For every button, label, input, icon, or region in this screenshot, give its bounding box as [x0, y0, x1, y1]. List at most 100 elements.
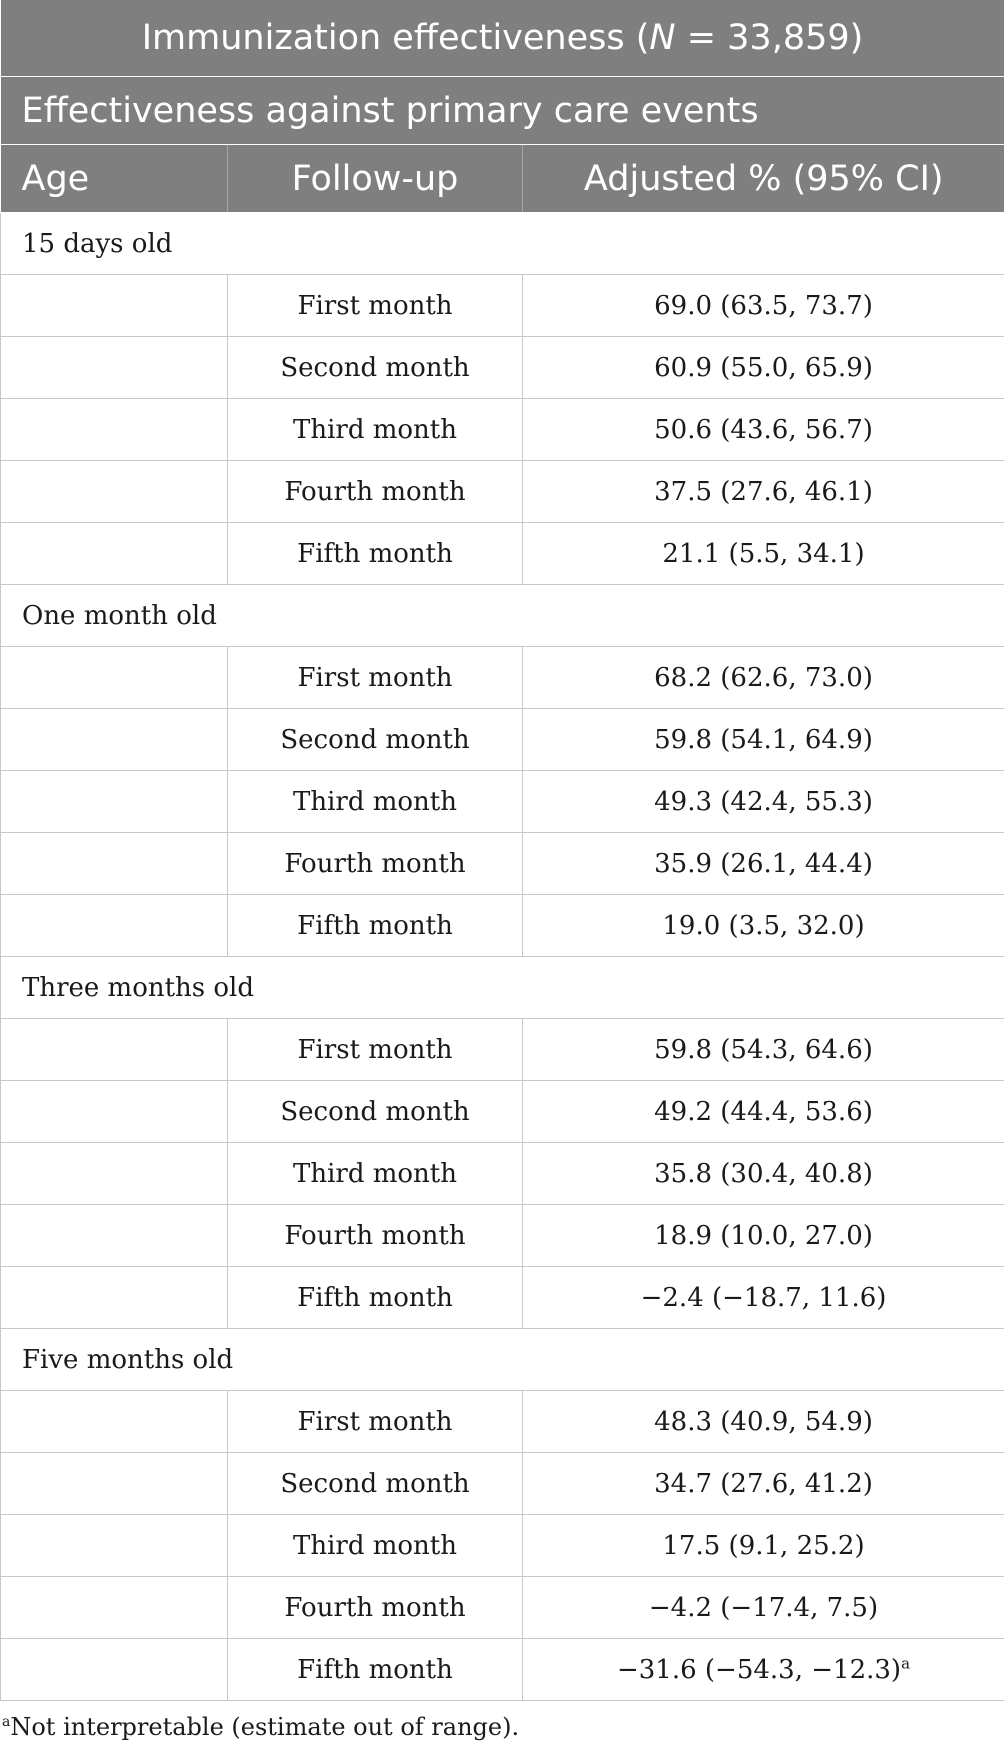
adjusted-value-cell: −2.4 (−18.7, 11.6) — [522, 1266, 1004, 1329]
table-row: Second month 60.9 (55.0, 65.9) — [0, 336, 1004, 399]
follow-up-cell: Third month — [227, 770, 523, 833]
follow-up-cell: First month — [227, 1390, 523, 1453]
adjusted-value-cell: 49.2 (44.4, 53.6) — [522, 1080, 1004, 1143]
adjusted-value-cell: 19.0 (3.5, 32.0) — [522, 894, 1004, 957]
age-group-label: Five months old — [0, 1328, 1004, 1391]
effectiveness-table: Immunization effectiveness (N = 33,859) … — [0, 0, 1004, 1701]
adjusted-value-cell: 18.9 (10.0, 27.0) — [522, 1204, 1004, 1267]
age-cell — [0, 1018, 228, 1081]
table-row: Fifth month 19.0 (3.5, 32.0) — [0, 894, 1004, 957]
adjusted-value-cell: 37.5 (27.6, 46.1) — [522, 460, 1004, 523]
adjusted-value: 18.9 (10.0, 27.0) — [654, 1220, 873, 1251]
adjusted-value-cell: 34.7 (27.6, 41.2) — [522, 1452, 1004, 1515]
follow-up-cell: Fourth month — [227, 460, 523, 523]
table-title-row: Immunization effectiveness (N = 33,859) — [0, 0, 1004, 77]
age-cell — [0, 770, 228, 833]
footnote-marker-ref: a — [901, 1653, 911, 1672]
table-row: Fourth month 35.9 (26.1, 44.4) — [0, 832, 1004, 895]
age-cell — [0, 1576, 228, 1639]
table-row: Third month 17.5 (9.1, 25.2) — [0, 1514, 1004, 1577]
adjusted-value: 59.8 (54.1, 64.9) — [654, 724, 873, 755]
table-title-suffix: = 33,859) — [675, 18, 864, 58]
age-group-row: 15 days old — [0, 212, 1004, 275]
age-cell — [0, 522, 228, 585]
age-cell — [0, 1514, 228, 1577]
age-cell — [0, 398, 228, 461]
column-header-adjusted: Adjusted % (95% CI) — [522, 144, 1004, 213]
adjusted-value-cell: 68.2 (62.6, 73.0) — [522, 646, 1004, 709]
table-footnote: aNot interpretable (estimate out of rang… — [0, 1713, 1004, 1741]
adjusted-value-cell: 59.8 (54.3, 64.6) — [522, 1018, 1004, 1081]
adjusted-value: −2.4 (−18.7, 11.6) — [640, 1282, 887, 1313]
follow-up-cell: Third month — [227, 1514, 523, 1577]
follow-up-cell: Third month — [227, 1142, 523, 1205]
follow-up-cell: Fifth month — [227, 522, 523, 585]
adjusted-value: −4.2 (−17.4, 7.5) — [648, 1592, 879, 1623]
follow-up-cell: Fourth month — [227, 1204, 523, 1267]
footnote-text: Not interpretable (estimate out of range… — [10, 1713, 520, 1741]
adjusted-value-cell: 60.9 (55.0, 65.9) — [522, 336, 1004, 399]
adjusted-value-cell: 35.9 (26.1, 44.4) — [522, 832, 1004, 895]
table-row: First month 48.3 (40.9, 54.9) — [0, 1390, 1004, 1453]
adjusted-value: 21.1 (5.5, 34.1) — [662, 538, 865, 569]
adjusted-value: 60.9 (55.0, 65.9) — [654, 352, 873, 383]
adjusted-value: 49.3 (42.4, 55.3) — [654, 786, 873, 817]
follow-up-cell: Fifth month — [227, 894, 523, 957]
adjusted-value-cell: 49.3 (42.4, 55.3) — [522, 770, 1004, 833]
column-header-age: Age — [0, 144, 228, 213]
adjusted-value-cell: −31.6 (−54.3, −12.3)a — [522, 1638, 1004, 1701]
adjusted-value: 68.2 (62.6, 73.0) — [654, 662, 873, 693]
adjusted-value-cell: 48.3 (40.9, 54.9) — [522, 1390, 1004, 1453]
adjusted-value-cell: 17.5 (9.1, 25.2) — [522, 1514, 1004, 1577]
table-row: Second month 34.7 (27.6, 41.2) — [0, 1452, 1004, 1515]
adjusted-value: 59.8 (54.3, 64.6) — [654, 1034, 873, 1065]
table-title-n: N — [649, 18, 676, 58]
adjusted-value: 48.3 (40.9, 54.9) — [654, 1406, 873, 1437]
follow-up-cell: Second month — [227, 708, 523, 771]
age-group-row: Five months old — [0, 1328, 1004, 1391]
age-cell — [0, 460, 228, 523]
column-header-follow-up: Follow-up — [227, 144, 523, 213]
table-row: Fourth month 18.9 (10.0, 27.0) — [0, 1204, 1004, 1267]
adjusted-value: 34.7 (27.6, 41.2) — [654, 1468, 873, 1499]
table-row: Fourth month 37.5 (27.6, 46.1) — [0, 460, 1004, 523]
adjusted-value: 50.6 (43.6, 56.7) — [654, 414, 873, 445]
table-row: First month 68.2 (62.6, 73.0) — [0, 646, 1004, 709]
follow-up-cell: Third month — [227, 398, 523, 461]
adjusted-value: 49.2 (44.4, 53.6) — [654, 1096, 873, 1127]
age-cell — [0, 1080, 228, 1143]
age-cell — [0, 1266, 228, 1329]
follow-up-cell: Second month — [227, 336, 523, 399]
table-row: Fifth month 21.1 (5.5, 34.1) — [0, 522, 1004, 585]
table-row: First month 59.8 (54.3, 64.6) — [0, 1018, 1004, 1081]
age-group-label: One month old — [0, 584, 1004, 647]
adjusted-value-cell: 50.6 (43.6, 56.7) — [522, 398, 1004, 461]
follow-up-cell: Fifth month — [227, 1638, 523, 1701]
table-body: 15 days old First month 69.0 (63.5, 73.7) S… — [0, 212, 1004, 1701]
age-group-row: Three months old — [0, 956, 1004, 1019]
table-header-row: Age Follow-up Adjusted % (95% CI) — [0, 144, 1004, 213]
age-group-label: 15 days old — [0, 212, 1004, 275]
adjusted-value: 35.8 (30.4, 40.8) — [654, 1158, 873, 1189]
adjusted-value-cell: 21.1 (5.5, 34.1) — [522, 522, 1004, 585]
table-row: Fifth month −2.4 (−18.7, 11.6) — [0, 1266, 1004, 1329]
adjusted-value: 37.5 (27.6, 46.1) — [654, 476, 873, 507]
follow-up-cell: First month — [227, 646, 523, 709]
follow-up-cell: Fourth month — [227, 1576, 523, 1639]
age-group-label: Three months old — [0, 956, 1004, 1019]
age-cell — [0, 1638, 228, 1701]
table-title-prefix: Immunization effectiveness ( — [141, 18, 650, 58]
table-row: Fifth month −31.6 (−54.3, −12.3)a — [0, 1638, 1004, 1701]
table-row: Fourth month −4.2 (−17.4, 7.5) — [0, 1576, 1004, 1639]
age-cell — [0, 274, 228, 337]
table-row: Second month 49.2 (44.4, 53.6) — [0, 1080, 1004, 1143]
follow-up-cell: Second month — [227, 1452, 523, 1515]
table-row: Second month 59.8 (54.1, 64.9) — [0, 708, 1004, 771]
age-cell — [0, 1390, 228, 1453]
age-cell — [0, 1142, 228, 1205]
adjusted-value: 19.0 (3.5, 32.0) — [662, 910, 865, 941]
footnote-marker: a — [2, 1714, 11, 1730]
age-cell — [0, 832, 228, 895]
adjusted-value-cell: 69.0 (63.5, 73.7) — [522, 274, 1004, 337]
table-subtitle-row: Effectiveness against primary care event… — [0, 76, 1004, 145]
